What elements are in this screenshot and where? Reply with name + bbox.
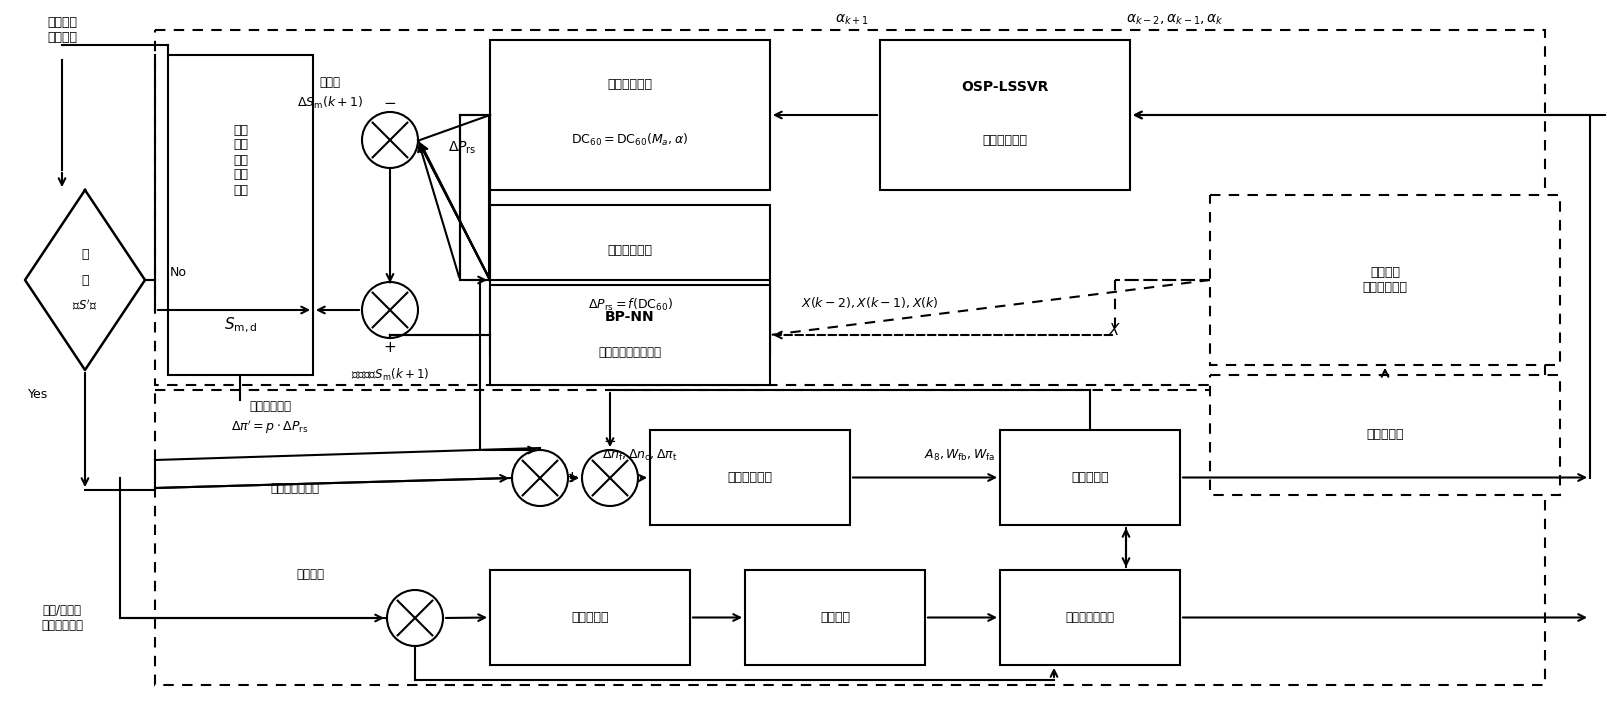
Text: No: No [170, 266, 186, 278]
Text: $\alpha_{k-2},\alpha_{k-1},\alpha_k$: $\alpha_{k-2},\alpha_{k-1},\alpha_k$ [1125, 13, 1223, 27]
Text: 发动机控制指令: 发动机控制指令 [270, 481, 318, 495]
Text: $\Delta n_{\mathrm{f}},\Delta n_{\mathrm{c}},\Delta\pi_{\mathrm{t}}$: $\Delta n_{\mathrm{f}},\Delta n_{\mathrm… [601, 447, 678, 463]
Text: 进气喘变指标: 进气喘变指标 [607, 78, 652, 92]
Text: $\alpha_{k+1}$: $\alpha_{k+1}$ [834, 13, 868, 27]
Text: 离线数据集: 离线数据集 [1366, 429, 1403, 441]
Text: 喘变
时喘
振裕
度预
测值: 喘变 时喘 振裕 度预 测值 [233, 123, 247, 197]
Text: 无喘变喘振裕度模型: 无喘变喘振裕度模型 [598, 347, 660, 360]
Text: $\Delta S_{\mathrm{m}}(k+1)$: $\Delta S_{\mathrm{m}}(k+1)$ [297, 95, 363, 111]
Text: BP-NN: BP-NN [604, 310, 654, 324]
Bar [744, 570, 924, 665]
Bar [490, 285, 770, 385]
Bar [490, 40, 770, 190]
Text: 压比指令补偿: 压比指令补偿 [249, 400, 291, 414]
Text: $\mathrm{DC}_{60}=\mathrm{DC}_{60}(M_a,\alpha)$: $\mathrm{DC}_{60}=\mathrm{DC}_{60}(M_a,\… [570, 132, 688, 148]
Bar [490, 570, 689, 665]
Bar [490, 205, 770, 355]
Text: 飞机动力学模型: 飞机动力学模型 [1065, 611, 1114, 624]
Text: 飞机/发动机
综合仿真模型: 飞机/发动机 综合仿真模型 [40, 604, 84, 632]
Text: 发动机控制器: 发动机控制器 [726, 471, 771, 484]
Text: −: − [603, 434, 615, 449]
Bar [154, 390, 1544, 685]
Text: $\Delta P_{\mathrm{rs}}$: $\Delta P_{\mathrm{rs}}$ [447, 140, 476, 156]
Text: $X(k-2),X(k-1),X(k)$: $X(k-2),X(k-1),X(k)$ [800, 295, 938, 310]
Bar [167, 55, 313, 375]
Text: 损失量: 损失量 [320, 75, 341, 88]
Bar [1208, 375, 1559, 495]
Text: −: − [384, 97, 397, 112]
Text: 喘振压比损失: 喘振压比损失 [607, 244, 652, 256]
Text: 在$S'$内: 在$S'$内 [72, 298, 98, 313]
Text: 攻角预测模块: 攻角预测模块 [982, 134, 1027, 147]
Text: Yes: Yes [27, 389, 48, 402]
Text: $\Delta P_{\mathrm{rs}}=f(\mathrm{DC}_{60})$: $\Delta P_{\mathrm{rs}}=f(\mathrm{DC}_{6… [587, 297, 672, 313]
Bar [1000, 570, 1180, 665]
Bar [1000, 430, 1180, 525]
Text: 末喘变值$S_{\mathrm{m}}(k+1)$: 末喘变值$S_{\mathrm{m}}(k+1)$ [350, 367, 429, 383]
Text: 飞控指令: 飞控指令 [296, 568, 323, 582]
Bar [154, 30, 1544, 385]
Text: 是: 是 [82, 248, 88, 261]
Text: 喘振裕度
估计模型: 喘振裕度 估计模型 [47, 16, 77, 44]
Bar [879, 40, 1130, 190]
Bar [1208, 195, 1559, 365]
Bar [649, 430, 850, 525]
Text: 否: 否 [82, 273, 88, 286]
Text: 发动机模型: 发动机模型 [1070, 471, 1109, 484]
Text: 飞机舵面: 飞机舵面 [820, 611, 850, 624]
Text: $\Delta\pi'=p\cdot\Delta P_{\mathrm{rs}}$: $\Delta\pi'=p\cdot\Delta P_{\mathrm{rs}}… [231, 418, 309, 436]
Text: $A_8,W_{\mathrm{fb}},W_{\mathrm{fa}}$: $A_8,W_{\mathrm{fb}},W_{\mathrm{fa}}$ [924, 447, 995, 463]
Text: +: + [384, 340, 397, 355]
Text: $X$: $X$ [1107, 322, 1122, 338]
Text: 飞行控制器: 飞行控制器 [570, 611, 609, 624]
Text: $S_{\mathrm{m,d}}$: $S_{\mathrm{m,d}}$ [223, 315, 257, 335]
Text: +: + [566, 471, 579, 486]
Text: OSP-LSSVR: OSP-LSSVR [961, 80, 1048, 94]
Text: 喘振裕度
特征选择算法: 喘振裕度 特征选择算法 [1361, 266, 1406, 294]
